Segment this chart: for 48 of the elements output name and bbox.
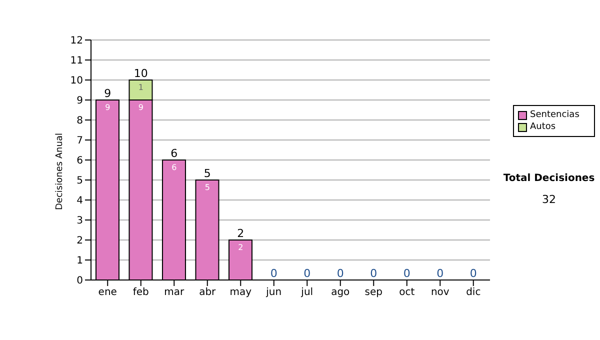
x-tick-label: mar [164, 287, 185, 298]
y-tick-label: 1 [76, 256, 83, 267]
x-tick-label: ene [98, 287, 117, 298]
legend-label: Sentencias [529, 109, 580, 121]
total-label: 0 [270, 267, 278, 280]
y-tick-label: 5 [76, 176, 83, 187]
total-label: 0 [336, 267, 344, 280]
text: Total Decisiones [502, 173, 596, 184]
x-tick-label: jul [300, 287, 314, 298]
total-label: 6 [170, 147, 178, 160]
data-label: 1 [138, 83, 144, 92]
total-label: 5 [204, 167, 211, 180]
data-label: 5 [204, 183, 210, 192]
y-tick-label: 12 [70, 36, 83, 47]
y-tick-label: 6 [76, 156, 83, 167]
total-label: 9 [104, 87, 112, 100]
y-tick-label: 9 [76, 96, 83, 107]
x-tick-label: sep [364, 287, 382, 298]
y-tick-label: 11 [70, 56, 83, 67]
x-tick-label: abr [199, 287, 217, 298]
total-label: 10 [134, 67, 148, 80]
y-tick-label: 10 [70, 76, 83, 87]
data-label: 9 [105, 103, 110, 112]
x-tick-label: feb [132, 287, 149, 298]
total-label: 0 [370, 267, 378, 280]
y-tick-label: 7 [76, 136, 83, 147]
x-tick-label: nov [430, 287, 450, 298]
y-tick-label: 2 [76, 236, 83, 247]
total-label: 0 [470, 267, 477, 280]
data-label: 9 [138, 103, 144, 112]
x-tick-label: jun [265, 287, 282, 298]
y-axis-title: Decisiones Anual [55, 133, 66, 210]
data-label: 2 [238, 243, 244, 252]
y-tick-label: 8 [76, 116, 83, 127]
total-label: 0 [436, 267, 444, 280]
total-label: 0 [403, 267, 410, 280]
total-label: 0 [304, 267, 311, 280]
y-tick-label: 3 [76, 216, 83, 227]
x-tick-label: ago [331, 287, 350, 298]
y-tick-label: 4 [76, 196, 83, 207]
legend-label: Autos [529, 121, 557, 133]
total-label: 2 [237, 227, 244, 240]
data-label: 6 [172, 163, 177, 172]
x-tick-label: may [230, 287, 252, 298]
x-tick-label: oct [399, 287, 415, 298]
y-tick-label: 0 [76, 276, 83, 287]
x-tick-label: dic [466, 287, 481, 298]
text: 32 [541, 193, 557, 206]
